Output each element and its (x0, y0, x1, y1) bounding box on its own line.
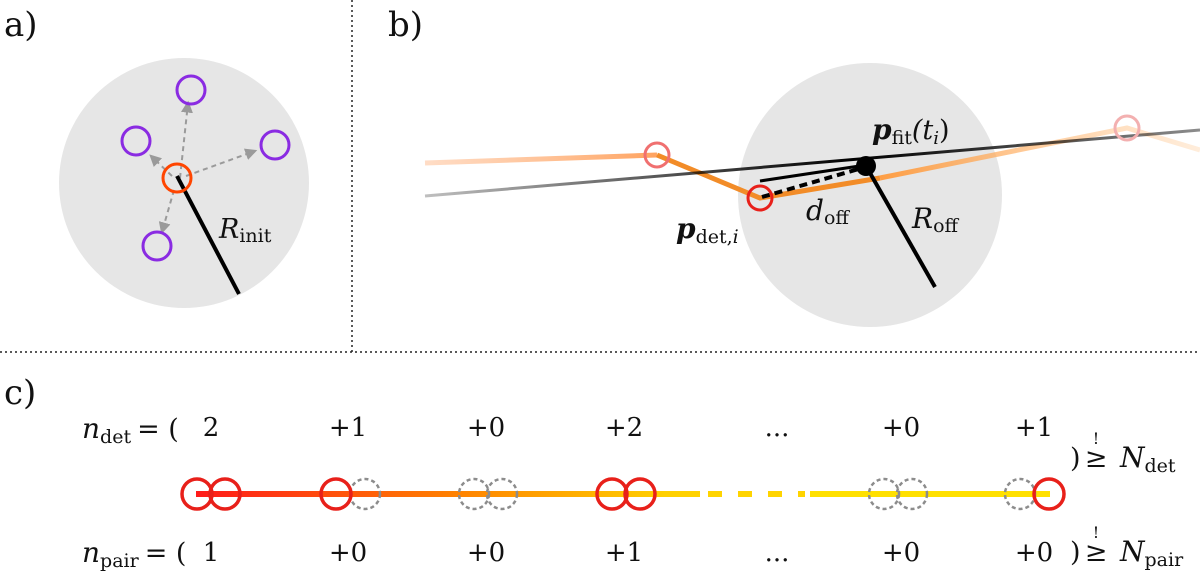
ndet-value: +1 (329, 413, 367, 443)
ndet-cond-mark: ! (1093, 429, 1099, 448)
faded-detection (1113, 114, 1141, 142)
npair-value: ... (765, 538, 790, 568)
npair-cond-mark: ! (1093, 523, 1099, 542)
search-arrow (185, 148, 258, 177)
candidate-detection (120, 125, 152, 157)
trajectory-left (424, 152, 658, 166)
fit-line (424, 128, 1200, 198)
candidate-detection (259, 129, 291, 161)
npair-label: npair = ( (82, 536, 186, 572)
fit-segment (759, 163, 867, 183)
missing-detection (895, 477, 929, 511)
ndet-cond: ≥ (1085, 443, 1108, 474)
ndet-value: 2 (203, 413, 220, 443)
ndet-threshold: Ndet (1119, 441, 1176, 477)
npair-value: +0 (882, 538, 920, 568)
ndet-close: ) (1070, 443, 1081, 474)
ndet-value: +0 (882, 413, 920, 443)
detection-label: pdet,i (676, 212, 739, 248)
missing-detection (348, 477, 382, 511)
panel-a-label: a) (4, 5, 38, 45)
search-arrow (158, 189, 175, 235)
ndet-value: ... (765, 413, 790, 443)
track-detection (319, 477, 353, 511)
panel-a: a) Rinit (4, 5, 309, 308)
trajectory-mid (656, 152, 881, 201)
search-arrow (149, 154, 173, 177)
offset-line (761, 166, 863, 199)
radius-line (864, 165, 937, 288)
npair-threshold: Npair (1119, 535, 1184, 571)
panel-c-label: c) (4, 373, 36, 413)
npair-close: ) (1070, 537, 1081, 568)
radius-line (175, 175, 241, 295)
track-detection (1032, 477, 1066, 511)
npair-value: +0 (1015, 538, 1053, 568)
candidate-detection (141, 230, 173, 262)
panel-c: c) ndet = ( 2 +1 +0 +2 ... +0 +1 ) ! ≥ Nd… (4, 373, 1184, 572)
npair-value: 1 (203, 538, 220, 568)
missing-detection (485, 477, 519, 511)
track-detection (208, 477, 242, 511)
track-detection (180, 477, 214, 511)
panel-b-label: b) (388, 5, 423, 45)
missing-detection (457, 477, 491, 511)
npair-value: +1 (605, 538, 643, 568)
ndet-value: +2 (605, 413, 643, 443)
init-region (59, 58, 309, 308)
detection-i (746, 184, 774, 212)
neighbor-detection (643, 141, 671, 169)
missing-detection (867, 477, 901, 511)
trajectory-right (879, 125, 1200, 181)
fit-point (856, 156, 876, 176)
panel-b: b) pfit(ti) pdet,i doff Roff (388, 5, 1200, 327)
offset-label: doff (806, 194, 850, 229)
fit-point-label: pfit(ti) (872, 113, 950, 149)
r-init-label: Rinit (218, 214, 272, 247)
npair-value: +0 (467, 538, 505, 568)
npair-cond: ≥ (1085, 537, 1108, 568)
candidate-detection (175, 74, 207, 106)
seed-detection (161, 162, 193, 194)
ndet-label: ndet = ( (82, 412, 179, 448)
offset-region (738, 63, 1002, 327)
ndet-value: +1 (1015, 413, 1053, 443)
track-detection (623, 477, 657, 511)
ndet-value: +0 (467, 413, 505, 443)
track-detection (595, 477, 629, 511)
npair-value: +0 (329, 538, 367, 568)
r-off-label: Roff (911, 202, 960, 237)
